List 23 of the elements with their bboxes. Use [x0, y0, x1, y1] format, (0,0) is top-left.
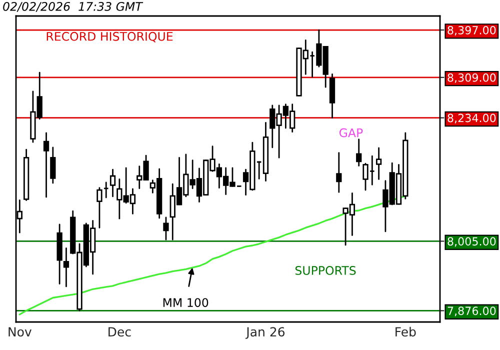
annotation: MM 100: [163, 298, 208, 308]
candlestick: [43, 132, 50, 198]
candlestick: [50, 146, 56, 184]
text: 02/02/2026 17:33 GMT: [3, 2, 144, 12]
candlestick: [96, 187, 102, 228]
y-tick-label: 8,005.00: [448, 237, 496, 247]
x-tick-label: Dec: [108, 327, 131, 337]
candlestick: [110, 168, 116, 198]
y-tick-label: 8,234.00: [448, 114, 496, 124]
candlestick: [63, 248, 70, 288]
annotation: SUPPORTS: [295, 266, 356, 275]
y-tick-label: 8,309.00: [448, 73, 496, 83]
annotation: GAP: [339, 128, 363, 138]
candlestick: [376, 147, 382, 180]
candlestick: [356, 138, 362, 166]
candlestick: [163, 216, 169, 240]
y-tick-label: 8,397.00: [448, 26, 496, 36]
annotation: RECORD HISTORIQUE: [46, 32, 173, 42]
y-tick-label: 7,876.00: [448, 306, 496, 316]
x-tick-label: Nov: [8, 327, 32, 337]
x-tick-label: Feb: [396, 326, 416, 337]
x-tick-label: Jan 26: [246, 327, 285, 339]
candlestick: [336, 152, 342, 193]
